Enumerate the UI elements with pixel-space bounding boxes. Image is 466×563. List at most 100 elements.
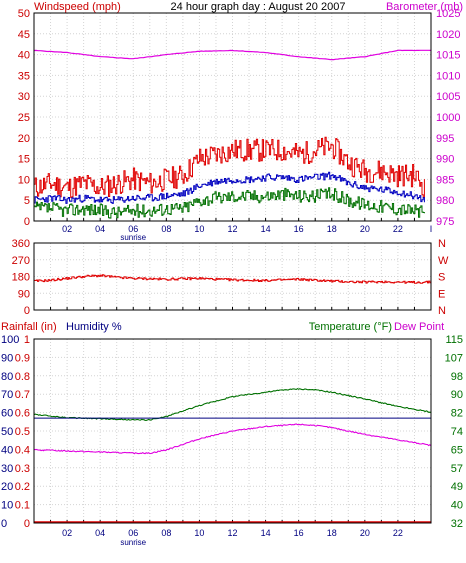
humidity-tick-label: 60 [1,408,13,420]
wind-barometer-panel: Windspeed (mph) 24 hour graph day : Augus… [18,1,463,242]
humidity-tick-label: 50 [1,426,13,438]
x-tick-label: 06 [128,224,138,234]
wind-direction-line [34,274,432,284]
y-left-tick-label: 0 [24,305,30,317]
y-left-tick-label: 50 [18,8,30,20]
y-right-tick-label: 1025 [436,8,460,20]
temperature-tick-label: 49 [451,481,463,493]
y-right-tick-label: 1005 [436,91,460,103]
humidity-axis-title: Humidity % [66,321,122,333]
temperature-tick-label: 115 [445,334,463,346]
rainfall-tick-label: 0.3 [15,463,30,475]
temperature-tick-label: 40 [451,500,463,512]
rainfall-tick-label: 0.5 [15,426,30,438]
humidity-tick-label: 100 [1,334,19,346]
temperature-humidity-panel: Rainfall (in) Humidity % Temperature (°F) D… [1,321,463,547]
y-right-tick-label: 980 [436,195,454,207]
y-right-tick-label: 1000 [436,112,460,124]
temperature-tick-label: 82 [451,408,463,420]
left-axis-title: Windspeed (mph) [34,1,121,13]
y-left-tick-label: 25 [18,112,30,124]
x-tick-label: 02 [62,528,72,538]
temperature-tick-label: 65 [451,444,463,456]
y-left-tick-label: 5 [24,195,30,207]
wind-series-line [34,171,425,204]
x-tick-label: 22 [393,224,403,234]
humidity-tick-label: 90 [1,352,13,364]
y-right-tick-label: 1020 [436,29,460,41]
temperature-tick-label: 90 [451,389,463,401]
x-tick-label: 20 [360,528,370,538]
temperature-tick-label: 98 [451,371,463,383]
humidity-tick-label: 10 [1,500,13,512]
x-tick-label: 20 [360,224,370,234]
chart-title: 24 hour graph day : August 20 2007 [171,1,346,13]
x-tick-label: 14 [261,224,271,234]
x-tick-label: 02 [62,224,72,234]
wind-series-line [34,136,425,199]
x-tick-label: 06 [128,528,138,538]
compass-label: E [438,288,445,300]
y-right-tick-label: 985 [436,174,454,186]
y-left-tick-label: 20 [18,133,30,145]
y-right-tick-label: 995 [436,133,454,145]
sunrise-label: sunrise [120,233,146,242]
x-tick-label: 10 [194,528,204,538]
temperature-tick-label: 32 [451,518,463,530]
compass-label: N [438,238,446,250]
y-left-tick-label: 270 [12,255,30,267]
x-tick-label: I [430,224,433,234]
rainfall-tick-label: 1 [24,334,30,346]
x-tick-label: 16 [294,528,304,538]
x-tick-label: 12 [227,528,237,538]
humidity-tick-label: 20 [1,481,13,493]
y-left-tick-label: 10 [18,174,30,186]
dew-point-line [34,423,432,455]
humidity-tick-label: 30 [1,463,13,475]
y-left-tick-label: 40 [18,50,30,62]
humidity-tick-label: 80 [1,371,13,383]
plot-frame [33,242,432,311]
y-left-tick-label: 15 [18,154,30,166]
barometer-line [33,49,432,61]
x-tick-label: 10 [194,224,204,234]
y-right-tick-label: 975 [436,216,454,228]
x-tick-label: 08 [161,224,171,234]
y-right-tick-label: 1010 [436,70,460,82]
rainfall-tick-label: 0 [24,518,30,530]
rainfall-tick-label: 0.9 [15,352,30,364]
right-axis-title: Barometer (mb) [386,1,463,13]
x-tick-label: 16 [294,224,304,234]
rainfall-tick-label: 0.8 [15,371,30,383]
rainfall-tick-label: 0.2 [15,481,30,493]
y-left-tick-label: 0 [24,216,30,228]
y-right-tick-label: 1015 [436,50,460,62]
humidity-tick-label: 40 [1,444,13,456]
compass-label: W [438,255,449,267]
x-tick-label: 04 [95,528,105,538]
plot-frame [33,12,432,222]
x-tick-label: 18 [327,224,337,234]
compass-label: S [438,272,445,284]
y-left-tick-label: 30 [18,91,30,103]
wind-series-line [34,187,425,219]
rainfall-tick-label: 0.1 [15,500,30,512]
rainfall-tick-label: 0.6 [15,408,30,420]
rainfall-axis-title: Rainfall (in) [1,321,57,333]
y-right-tick-label: 990 [436,154,454,166]
rainfall-tick-label: 0.7 [15,389,30,401]
temperature-tick-label: 74 [451,426,463,438]
rainfall-tick-label: 0.4 [15,444,30,456]
x-tick-label: 08 [161,528,171,538]
temperature-axis-title: Temperature (°F) [309,321,392,333]
y-left-tick-label: 45 [18,29,30,41]
sunrise-label: sunrise [120,538,146,547]
y-left-tick-label: 360 [12,238,30,250]
y-left-tick-label: 90 [18,288,30,300]
humidity-tick-label: 70 [1,389,13,401]
temperature-tick-label: 57 [451,463,463,475]
dew-point-axis-title: Dew Point [394,321,444,333]
humidity-tick-label: 0 [1,518,7,530]
x-tick-label: 12 [227,224,237,234]
